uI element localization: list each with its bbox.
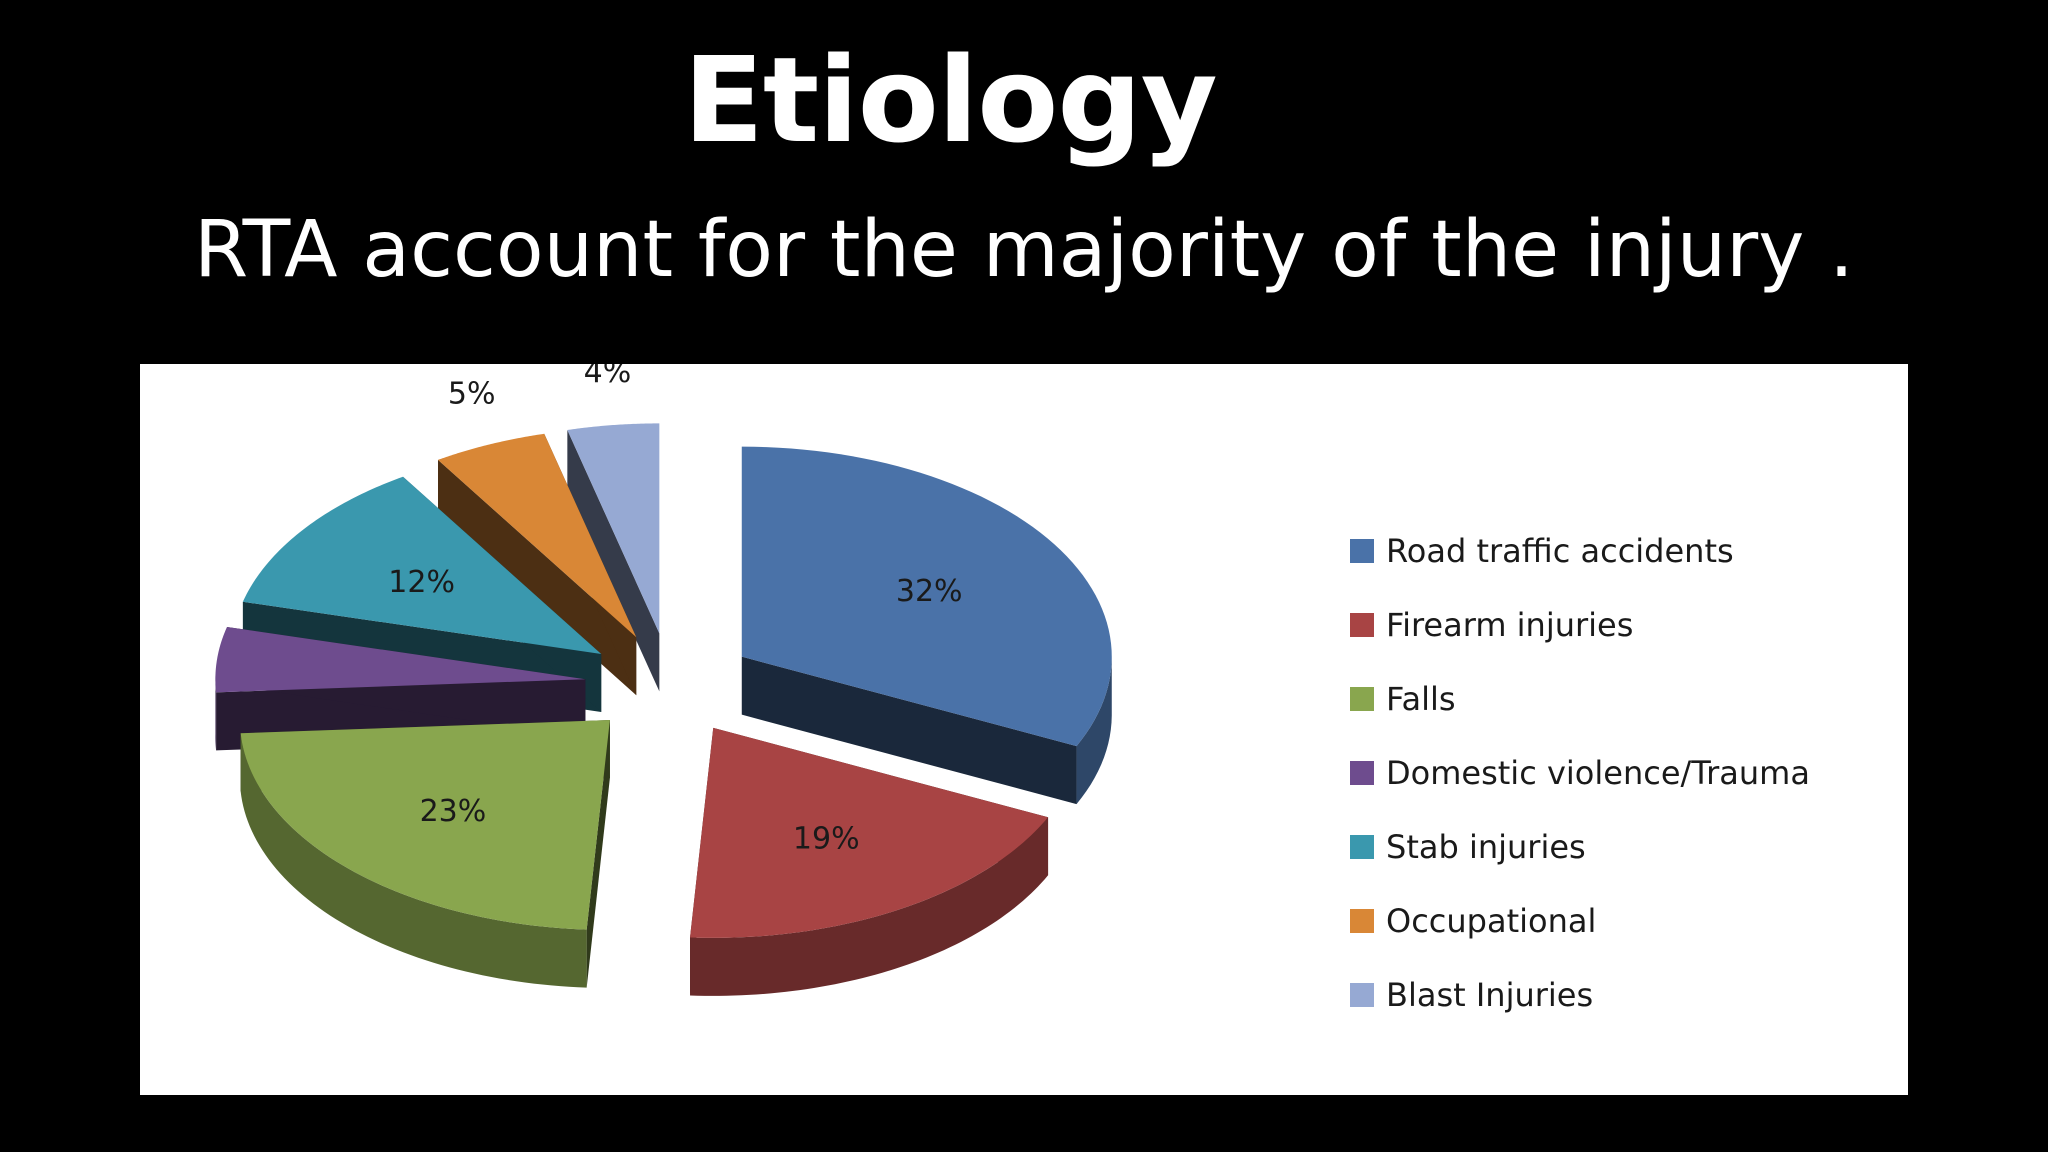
pie-slice-top <box>240 720 610 930</box>
pie-label-6: 4% <box>584 364 632 390</box>
slide-subtitle: RTA account for the majority of the inju… <box>194 205 1854 295</box>
legend-item-5: Occupational <box>1350 884 1890 958</box>
legend-swatch <box>1350 983 1374 1007</box>
pie-slice-outer-wall <box>1076 657 1112 805</box>
pie-label-4: 12% <box>388 565 455 600</box>
pie-label-0: 32% <box>896 574 963 609</box>
pie-slice-1 <box>690 727 1049 996</box>
pie-slice-outer-wall <box>240 733 587 988</box>
pie-slice-top <box>567 423 660 634</box>
pie-slice-6 <box>567 423 660 692</box>
legend-item-1: Firearm injuries <box>1350 588 1890 662</box>
legend-label: Stab injuries <box>1386 828 1586 866</box>
slide-title: Etiology <box>683 31 1217 169</box>
pie-label-1: 19% <box>793 821 860 856</box>
legend-item-4: Stab injuries <box>1350 810 1890 884</box>
legend-label: Falls <box>1386 680 1456 718</box>
pie-slice-top <box>242 476 602 655</box>
pie-label-5: 5% <box>448 376 496 411</box>
legend-item-3: Domestic violence/Trauma <box>1350 736 1890 810</box>
pie-slice-top <box>215 626 586 693</box>
legend-swatch <box>1350 835 1374 859</box>
pie-slice-wall <box>741 656 1077 805</box>
legend-label: Occupational <box>1386 902 1597 940</box>
legend-item-2: Falls <box>1350 662 1890 736</box>
pie-slice-2 <box>240 720 610 988</box>
legend-swatch <box>1350 761 1374 785</box>
pie-slice-wall <box>567 429 660 692</box>
pie-slice-top <box>437 433 637 638</box>
pie-slice-wall <box>586 720 610 988</box>
pie-slice-wall <box>437 459 637 696</box>
legend-swatch <box>1350 687 1374 711</box>
legend-label: Blast Injuries <box>1386 976 1594 1014</box>
pie-slice-5 <box>437 433 637 696</box>
pie-slice-top <box>741 446 1112 747</box>
pie-slice-top <box>690 727 1049 938</box>
legend-label: Domestic violence/Trauma <box>1386 754 1810 792</box>
legend-swatch <box>1350 613 1374 637</box>
legend-swatch <box>1350 539 1374 563</box>
legend-swatch <box>1350 909 1374 933</box>
legend-label: Firearm injuries <box>1386 606 1634 644</box>
pie-chart: 32% 19% 23% 12% 5% 4% <box>215 364 1112 996</box>
chart-panel: 32% 19% 23% 12% 5% 4% Road traffic accidents F… <box>140 364 1908 1095</box>
pie-slice-outer-wall <box>215 675 217 751</box>
pie-slice-outer-wall <box>690 817 1049 996</box>
legend-item-0: Road traffic accidents <box>1350 514 1890 588</box>
legend-label: Road traffic accidents <box>1386 532 1734 570</box>
pie-label-2: 23% <box>420 794 487 829</box>
pie-slice-0 <box>741 446 1112 805</box>
legend-item-6: Blast Injuries <box>1350 958 1890 1032</box>
chart-legend: Road traffic accidents Firearm injuries Fa… <box>1350 514 1890 1032</box>
